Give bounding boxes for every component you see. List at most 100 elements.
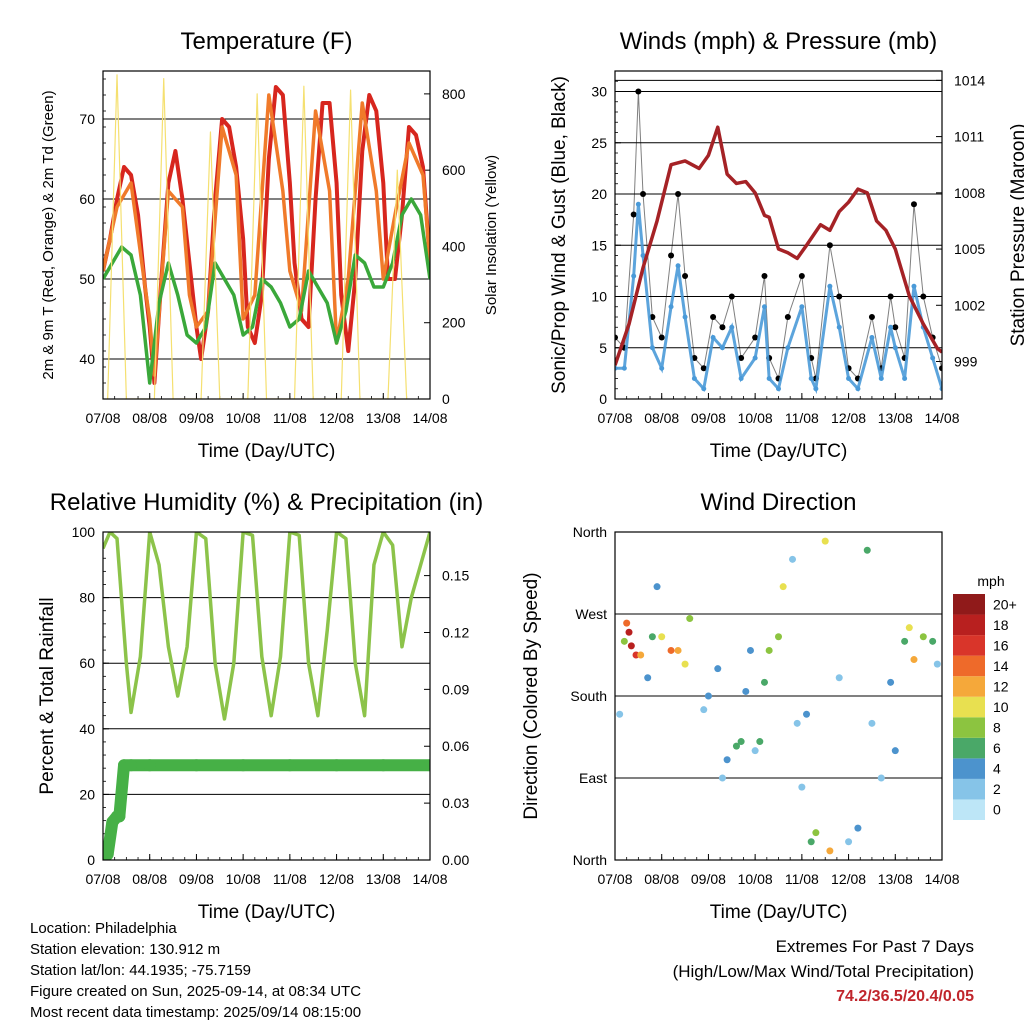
precipitation-point xyxy=(103,848,114,860)
colorbar-label: 4 xyxy=(993,761,1001,777)
direction-point xyxy=(826,847,834,855)
y-tick-label: 0 xyxy=(599,391,607,407)
x-tick-label: 10/08 xyxy=(226,871,261,887)
colorbar-swatch xyxy=(953,594,985,615)
y2-tick-label: 0.00 xyxy=(442,852,469,868)
colorbar-swatch xyxy=(953,655,985,677)
colorbar-swatch xyxy=(953,696,985,718)
direction-point xyxy=(868,719,876,727)
chart-humidity: Relative Humidity (%) & Precipitation (i… xyxy=(37,489,483,923)
y-tick-label: 50 xyxy=(79,271,95,287)
y2-tick-label: 999 xyxy=(954,354,978,370)
x-tick-label: 13/08 xyxy=(878,871,913,887)
direction-point xyxy=(737,738,745,746)
y2-tick-label: 200 xyxy=(442,315,466,331)
direction-point xyxy=(681,660,689,668)
y2-tick-label: 1014 xyxy=(954,72,985,88)
y-tick-label: 60 xyxy=(79,191,95,207)
precipitation-point xyxy=(125,759,138,772)
x-tick-label: 14/08 xyxy=(924,871,959,887)
plot-frame xyxy=(614,70,943,400)
direction-point xyxy=(798,783,806,791)
y-tick-label: 30 xyxy=(591,84,607,100)
series-line-solar-insolation xyxy=(107,74,408,399)
colorbar-label: 6 xyxy=(993,740,1001,756)
colorbar-swatch xyxy=(953,635,985,656)
x-tick-label: 09/08 xyxy=(179,871,214,887)
chart-winds: Winds (mph) & Pressure (mb) Time (Day/UTC… xyxy=(549,28,1024,462)
plot-area xyxy=(616,537,941,855)
y-tick-label: 5 xyxy=(599,340,607,356)
y-axis-label: Sonic/Prop Wind & Gust (Blue, Black) xyxy=(549,76,570,394)
x-tick-label: 08/08 xyxy=(644,410,679,426)
precipitation-point xyxy=(424,759,430,772)
colorbar-label: 10 xyxy=(993,699,1009,715)
direction-point xyxy=(933,660,941,668)
direction-point xyxy=(835,674,843,682)
y2-tick-label: 400 xyxy=(442,238,466,254)
y-tick-label: 0 xyxy=(87,852,95,868)
x-tick-label: 07/08 xyxy=(597,871,632,887)
colorbar-label: 12 xyxy=(993,678,1009,694)
colorbar-label: 14 xyxy=(993,658,1009,674)
colorbar-label: 8 xyxy=(993,720,1001,736)
direction-point xyxy=(625,628,633,636)
direction-point xyxy=(887,678,895,686)
x-tick-label: 13/08 xyxy=(366,410,401,426)
direction-point xyxy=(807,838,815,846)
precipitation-point xyxy=(143,759,156,772)
station-info: Location: Philadelphia Station elevation… xyxy=(30,918,361,1023)
plot-area xyxy=(103,532,430,860)
x-tick-label: 12/08 xyxy=(831,871,866,887)
series-line-pressure xyxy=(615,125,942,366)
direction-point xyxy=(742,687,750,695)
direction-point xyxy=(803,710,811,718)
direction-point xyxy=(910,656,918,664)
colorbar-swatch xyxy=(953,614,985,636)
precipitation-point xyxy=(237,759,250,772)
x-tick-label: 11/08 xyxy=(785,871,819,887)
y-tick-label: 100 xyxy=(72,524,96,540)
x-tick-label: 11/08 xyxy=(273,410,307,426)
station-latlon: Station lat/lon: 44.1935; -75.7159 xyxy=(30,962,252,979)
direction-point xyxy=(686,615,694,623)
chart-title: Wind Direction xyxy=(700,489,856,516)
direction-point xyxy=(779,583,787,591)
series-line-relative-humidity xyxy=(103,532,430,721)
x-tick-label: 10/08 xyxy=(738,410,773,426)
colorbar-swatch xyxy=(953,778,985,800)
extremes-panel: Extremes For Past 7 Days (High/Low/Max W… xyxy=(673,934,974,1009)
y2-tick-label: 1002 xyxy=(954,297,985,313)
direction-point xyxy=(760,678,768,686)
plot-area xyxy=(103,74,430,399)
colorbar-label: 20+ xyxy=(993,596,1017,612)
direction-point xyxy=(775,633,782,641)
x-tick-label: 08/08 xyxy=(132,410,167,426)
direction-point xyxy=(891,747,899,755)
y-tick-label: 70 xyxy=(79,111,95,127)
direction-point xyxy=(919,633,927,641)
x-tick-label: 10/08 xyxy=(738,871,773,887)
y2-tick-label: 0.03 xyxy=(442,795,469,811)
x-tick-label: 12/08 xyxy=(319,871,354,887)
wind-series-line xyxy=(615,204,942,395)
direction-point xyxy=(723,756,731,764)
series-line-2m-td xyxy=(103,197,430,385)
direction-point xyxy=(644,674,652,682)
direction-point xyxy=(718,774,726,782)
precipitation-point xyxy=(330,759,343,772)
colorbar-label: 0 xyxy=(993,802,1001,818)
direction-point xyxy=(877,774,885,782)
data-timestamp: Most recent data timestamp: 2025/09/14 0… xyxy=(30,1004,362,1021)
precipitation-point xyxy=(190,759,203,772)
y2-axis-label: Station Pressure (Maroon) xyxy=(1008,124,1024,347)
x-tick-label: 07/08 xyxy=(597,410,632,426)
direction-point xyxy=(765,646,773,654)
x-tick-label: 13/08 xyxy=(878,410,913,426)
chart-direction: Wind Direction Time (Day/UTC) Direction (C… xyxy=(521,489,1017,923)
direction-point xyxy=(623,619,631,627)
colorbar-swatch xyxy=(953,758,985,779)
x-tick-label: 14/08 xyxy=(412,410,447,426)
colorbar-swatch xyxy=(953,676,985,697)
colorbar-swatch xyxy=(953,799,985,820)
